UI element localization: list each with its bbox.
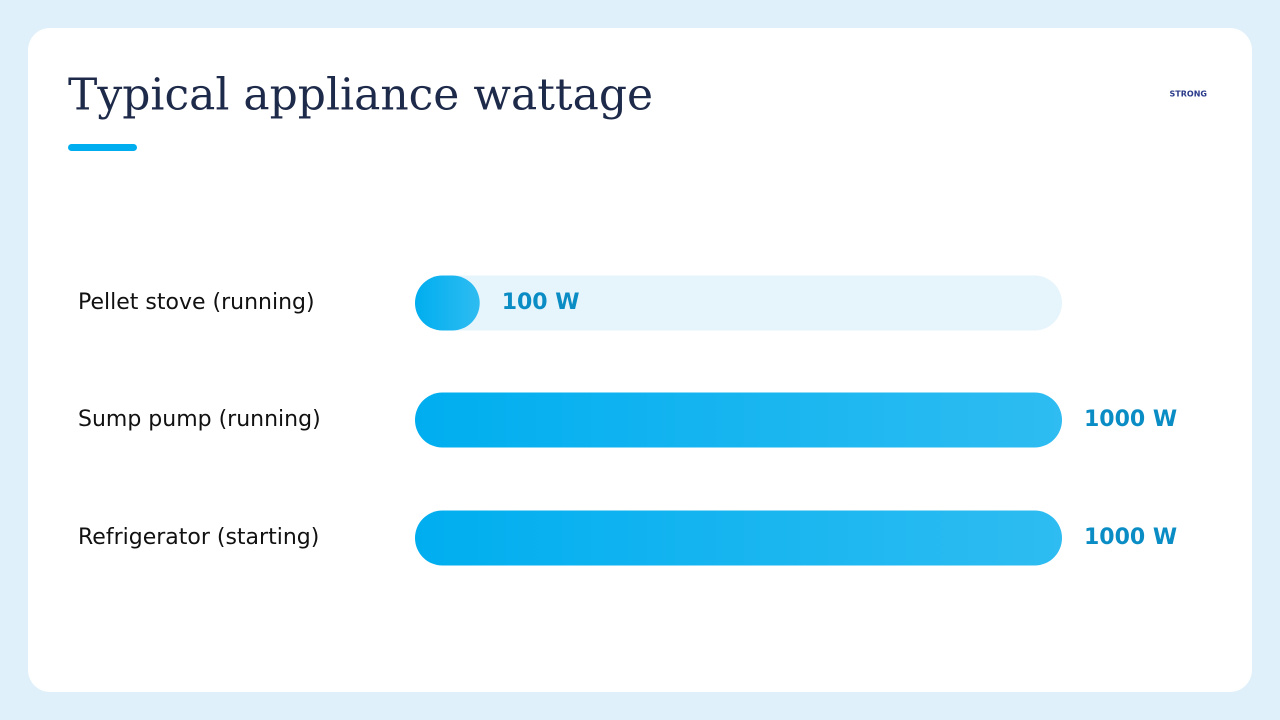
chart-title: Typical appliance wattage xyxy=(68,70,653,121)
logo: STRONG xyxy=(1170,90,1207,99)
bar-track xyxy=(415,275,1062,331)
category-label: Pellet stove (running) xyxy=(78,290,315,315)
bar xyxy=(415,510,1062,566)
value-label: 1000 W xyxy=(1084,525,1177,550)
title-underline xyxy=(68,144,137,151)
category-label: Sump pump (running) xyxy=(78,407,321,432)
value-label: 1000 W xyxy=(1084,407,1177,432)
bar xyxy=(415,275,480,331)
category-label: Refrigerator (starting) xyxy=(78,525,319,550)
bar xyxy=(415,392,1062,448)
value-label: 100 W xyxy=(502,290,580,315)
card xyxy=(28,28,1252,692)
